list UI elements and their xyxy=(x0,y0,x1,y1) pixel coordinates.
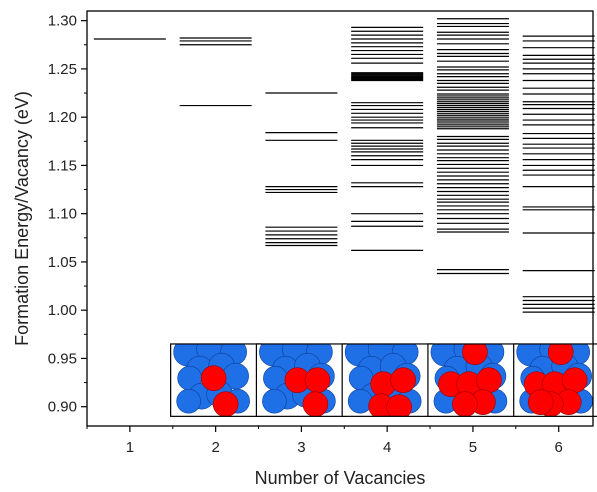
x-tick-label: 2 xyxy=(211,439,219,456)
y-tick-label: 1.20 xyxy=(48,109,77,126)
y-tick-label: 1.25 xyxy=(48,61,77,78)
energy-series-5 xyxy=(436,18,509,275)
structure-inset-2 xyxy=(170,343,262,417)
y-tick-label: 0.90 xyxy=(48,399,77,416)
x-tick-label: 4 xyxy=(383,439,391,456)
energy-levels xyxy=(93,18,595,313)
energy-series-2 xyxy=(179,37,252,107)
y-tick-label: 1.30 xyxy=(48,13,77,30)
structure-inset-4 xyxy=(341,343,433,417)
y-tick-label: 1.05 xyxy=(48,254,77,271)
structure-inset-5 xyxy=(427,343,519,417)
x-tick-label: 3 xyxy=(297,439,305,456)
energy-series-6 xyxy=(522,35,595,313)
x-axis-label: Number of Vacancies xyxy=(255,468,426,488)
axes: 0.90 0.95 1.00 1.05 1.10 1.15 1.20 1.25 1.30 1 2 3 4… xyxy=(48,10,594,456)
x-tick-label: 6 xyxy=(555,439,563,456)
y-tick-label: 0.95 xyxy=(48,350,77,367)
energy-series-4 xyxy=(351,26,424,251)
plot-frame xyxy=(86,10,594,427)
y-axis-label: Formation Energy/Vacancy (eV) xyxy=(12,91,32,346)
x-tick-label: 1 xyxy=(126,439,134,456)
y-tick-label: 1.15 xyxy=(48,157,77,174)
y-tick-label: 1.10 xyxy=(48,206,77,223)
energy-series-3 xyxy=(265,92,338,247)
structure-inset-6 xyxy=(513,343,597,417)
y-tick-label: 1.00 xyxy=(48,302,77,319)
structure-inset-3 xyxy=(255,343,348,417)
x-tick-label: 5 xyxy=(469,439,477,456)
vacancy-structure-insets xyxy=(170,343,597,417)
